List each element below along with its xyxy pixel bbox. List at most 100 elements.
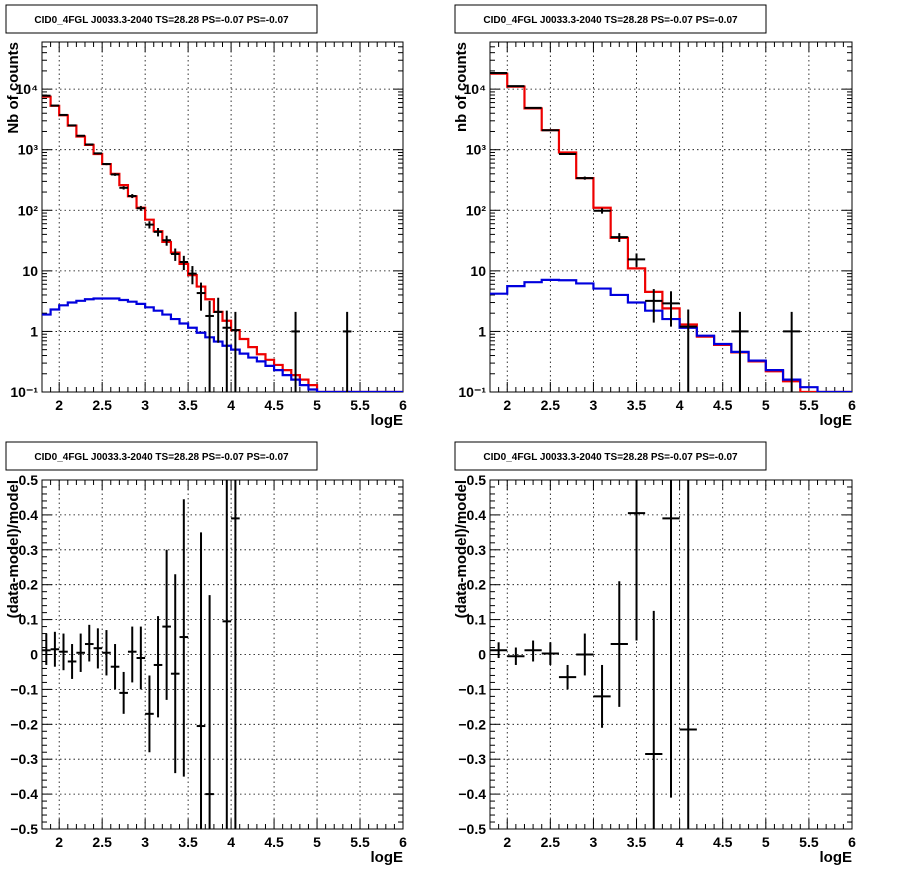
x-tick-label: 6	[399, 834, 407, 850]
data-point	[490, 71, 508, 74]
x-tick-label: 5.5	[350, 397, 370, 413]
y-tick-label: 10	[470, 263, 486, 279]
data-point	[679, 480, 697, 829]
grid	[490, 42, 852, 392]
data-point	[558, 152, 577, 155]
y-ticks	[490, 479, 852, 830]
chart-panel-1: CID0_4FGL J0033.3-2040 TS=28.28 PS=-0.07…	[5, 4, 407, 429]
data-point	[59, 633, 68, 671]
x-axis-title: logE	[371, 849, 404, 866]
data-point	[76, 633, 85, 672]
y-tick-label: 0.2	[19, 577, 39, 593]
data-point	[679, 309, 697, 392]
y-axis-title: (data-model)/model	[453, 480, 470, 618]
y-tick-label: 10⁻¹	[10, 384, 38, 400]
plot-frame	[489, 41, 853, 393]
data-point	[59, 113, 68, 116]
x-tick-label: 2	[55, 397, 63, 413]
data-point	[507, 85, 525, 88]
data-point	[342, 311, 352, 392]
x-axis-title: logE	[371, 412, 404, 429]
chart-panel-3: CID0_4FGL J0033.3-2040 TS=28.28 PS=-0.07…	[5, 441, 407, 866]
data-point	[645, 610, 663, 829]
data-point	[205, 595, 214, 829]
y-tick-label: 0.3	[467, 542, 487, 558]
title-box	[5, 4, 318, 34]
data-point	[541, 129, 559, 132]
data-point	[576, 176, 594, 180]
x-tick-label: 5.5	[350, 834, 370, 850]
x-tick-label: 6	[848, 397, 856, 413]
data-point	[222, 480, 232, 829]
y-tick-label: −0.5	[10, 821, 38, 837]
grid	[42, 42, 403, 392]
x-axis-title: logE	[820, 412, 853, 429]
x-tick-label: 2	[503, 397, 511, 413]
data-point	[84, 143, 94, 146]
data-point	[222, 310, 232, 392]
data-point	[50, 631, 60, 667]
data-point	[170, 574, 180, 774]
x-ticks	[41, 42, 404, 392]
y-tick-label: 0.2	[467, 577, 487, 593]
y-tick-label: 0.1	[467, 612, 487, 628]
data-point	[119, 186, 128, 190]
data-point	[67, 124, 77, 127]
y-tick-label: −0.2	[458, 716, 486, 732]
x-tick-label: 3.5	[627, 834, 647, 850]
data-point	[50, 104, 60, 107]
title-box	[454, 441, 767, 471]
y-tick-label: 10	[22, 263, 38, 279]
data-point	[593, 664, 611, 728]
data-point	[196, 532, 206, 829]
y-tick-label: 0.3	[19, 542, 39, 558]
source-model-line	[490, 278, 852, 392]
x-tick-label: 3	[141, 834, 149, 850]
y-tick-label: 10⁴	[464, 81, 487, 97]
x-tick-label: 2.5	[541, 397, 561, 413]
y-tick-label: −0.1	[10, 681, 38, 697]
data-point	[119, 671, 128, 714]
data-point	[731, 311, 749, 392]
data-point	[213, 297, 223, 343]
x-tick-label: 5	[762, 397, 770, 413]
data-point	[507, 647, 525, 665]
x-tick-label: 3.5	[178, 834, 198, 850]
data-point	[93, 628, 103, 669]
data-point	[205, 300, 214, 392]
data-points	[490, 71, 801, 392]
data-point	[162, 235, 171, 246]
total-model-line	[490, 72, 852, 392]
x-tick-label: 6	[848, 834, 856, 850]
y-tick-label: 1	[30, 323, 38, 339]
chart-title: CID0_4FGL J0033.3-2040 TS=28.28 PS=-0.07…	[34, 452, 289, 463]
data-point	[102, 630, 111, 676]
y-tick-label: 0	[30, 647, 38, 663]
data-point	[610, 581, 628, 707]
data-point	[231, 480, 240, 829]
y-tick-label: −0.4	[458, 786, 486, 802]
data-point	[136, 626, 146, 690]
y-tick-label: 10³	[466, 142, 487, 158]
y-tick-label: 0.4	[19, 507, 39, 523]
chart-title: CID0_4FGL J0033.3-2040 TS=28.28 PS=-0.07…	[34, 15, 289, 26]
x-tick-label: 2.5	[92, 834, 112, 850]
data-point	[42, 633, 51, 665]
x-tick-label: 4.5	[713, 834, 733, 850]
data-point	[162, 549, 171, 700]
y-tick-label: 10⁻¹	[458, 384, 486, 400]
x-tick-label: 2	[503, 834, 511, 850]
x-tick-label: 4.5	[264, 834, 284, 850]
data-point	[67, 644, 77, 679]
y-tick-label: 1	[478, 323, 486, 339]
x-tick-label: 4.5	[264, 397, 284, 413]
data-point	[179, 255, 189, 271]
data-point	[558, 664, 577, 690]
grid	[42, 480, 403, 829]
data-points	[490, 480, 697, 829]
data-point	[490, 642, 508, 658]
data-points	[42, 480, 240, 829]
data-point	[610, 233, 628, 242]
x-tick-label: 2	[55, 834, 63, 850]
x-tick-label: 4.5	[713, 397, 733, 413]
